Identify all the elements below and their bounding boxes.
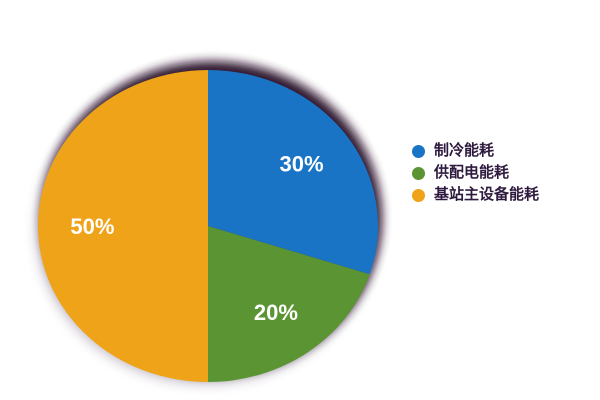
slice-value-label: 30%: [279, 152, 323, 177]
legend-label: 基站主设备能耗: [434, 186, 540, 203]
legend-item: 制冷能耗: [412, 143, 539, 159]
slice-value-label: 50%: [70, 214, 114, 239]
legend-swatch-icon: [412, 166, 425, 180]
legend-item: 供配电能耗: [412, 165, 539, 181]
pie-slice-labels: 30% 20% 50%: [70, 152, 323, 325]
legend-swatch-icon: [412, 188, 425, 202]
legend-swatch-icon: [412, 144, 425, 158]
pie-slices: [38, 70, 379, 382]
legend: 制冷能耗 供配电能耗 基站主设备能耗: [412, 143, 539, 203]
slice-value-label: 20%: [254, 300, 298, 325]
legend-label: 制冷能耗: [434, 142, 495, 159]
pie-slice-0: [208, 70, 379, 275]
pie-slice-2: [38, 70, 208, 382]
legend-item: 基站主设备能耗: [412, 187, 539, 203]
legend-label: 供配电能耗: [434, 164, 510, 181]
pie-slice-1: [208, 226, 370, 382]
